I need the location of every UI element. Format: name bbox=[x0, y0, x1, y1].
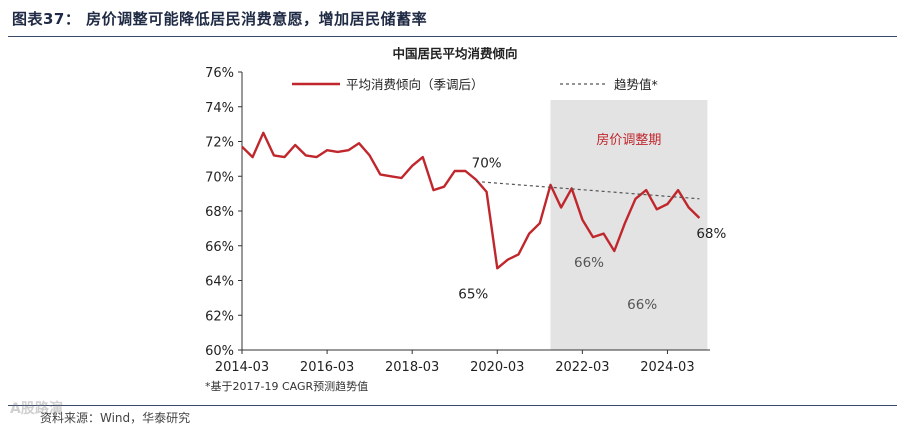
data-label: 70% bbox=[472, 155, 502, 171]
x-tick-label: 2024-03 bbox=[640, 360, 694, 375]
y-tick-label: 72% bbox=[205, 136, 234, 151]
series-line-consumption bbox=[241, 131, 701, 270]
series-line-trend bbox=[475, 180, 700, 200]
x-tick-label: 2014-03 bbox=[215, 360, 269, 375]
data-label: 68% bbox=[696, 226, 726, 242]
shaded-region bbox=[550, 100, 708, 350]
shaded-region-label: 房价调整期 bbox=[596, 132, 661, 148]
footer-divider bbox=[8, 405, 897, 406]
x-tick-label: 2022-03 bbox=[555, 360, 609, 375]
figure-title: 图表37： 房价调整可能降低居民消费意愿，增加居民储蓄率 bbox=[12, 10, 428, 28]
y-tick-label: 76% bbox=[205, 66, 234, 81]
y-tick-label: 64% bbox=[205, 275, 234, 290]
source-note: 资料来源：Wind，华泰研究 bbox=[40, 411, 191, 425]
x-tick-label: 2018-03 bbox=[385, 360, 439, 375]
x-tick-label: 2016-03 bbox=[300, 360, 354, 375]
data-label: 65% bbox=[458, 286, 488, 302]
y-tick-label: 70% bbox=[205, 170, 234, 185]
data-label: 66% bbox=[574, 255, 604, 271]
x-tick-label: 2020-03 bbox=[470, 360, 524, 375]
y-tick-label: 74% bbox=[205, 101, 234, 116]
legend-label-trend: 趋势值* bbox=[614, 77, 658, 92]
y-tick-label: 62% bbox=[205, 309, 234, 324]
watermark: A股路演 bbox=[10, 401, 63, 417]
figure-header: 图表37： 房价调整可能降低居民消费意愿，增加居民储蓄率 bbox=[8, 2, 897, 37]
y-tick-label: 66% bbox=[205, 240, 234, 255]
y-tick-label: 68% bbox=[205, 205, 234, 220]
y-tick-label: 60% bbox=[205, 344, 234, 359]
chart-title: 中国居民平均消费倾向 bbox=[392, 46, 517, 61]
chart-footnote: *基于2017-19 CAGR预测趋势值 bbox=[205, 380, 369, 393]
data-label: 66% bbox=[627, 297, 657, 313]
legend-label-consumption: 平均消费倾向（季调后） bbox=[346, 77, 484, 92]
